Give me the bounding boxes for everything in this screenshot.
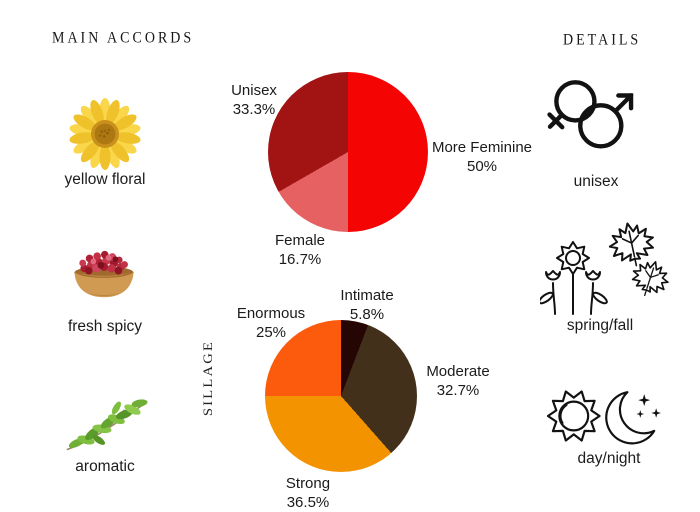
sillage-axis-label: SILLAGE (200, 339, 215, 417)
accord-label-aromatic: aromatic (75, 458, 135, 475)
sunflower-photo (69, 98, 141, 170)
flowers-leaves-icon (540, 222, 669, 315)
slice-name: More Feminine (431, 139, 533, 156)
details-title: DETAILS (563, 31, 642, 50)
sillage-slice-label-moderate: Moderate 32.7% (416, 362, 500, 400)
sillage-slice-label-intimate: Intimate 5.8% (327, 286, 407, 324)
detail-label-spring-fall: spring/fall (566, 317, 634, 334)
gender-pie-chart (268, 72, 428, 232)
gender-slice-label-female: Female 16.7% (258, 231, 342, 269)
slice-name: Intimate (340, 287, 394, 304)
slice-percent: 5.8% (349, 306, 385, 324)
slice-percent: 33.3% (232, 101, 276, 119)
slice-name: Strong (285, 475, 331, 492)
sillage-pie-chart (265, 320, 417, 472)
accord-label-fresh-spicy: fresh spicy (67, 318, 143, 335)
gender-slice-label-unisex: Unisex 33.3% (214, 81, 294, 119)
slice-percent: 50% (466, 158, 498, 176)
sillage-slice-label-strong: Strong 36.5% (266, 474, 350, 512)
herb-sprig-photo (66, 399, 148, 451)
slice-name: Moderate (426, 363, 490, 380)
detail-label-unisex: unisex (573, 173, 619, 190)
slice-percent: 36.5% (286, 494, 330, 512)
fragrance-infographic: MAIN ACCORDS DETAILS (52, 29, 669, 512)
main-accords-title: MAIN ACCORDS (52, 29, 195, 48)
sun-moon-icon (546, 390, 661, 445)
berries-bowl-photo (74, 250, 134, 298)
slice-percent: 16.7% (278, 251, 322, 269)
slice-percent: 25% (255, 324, 287, 342)
gender-slice-label-more-feminine: More Feminine 50% (430, 138, 534, 176)
slice-name: Unisex (231, 82, 277, 99)
sillage-slice-label-enormous: Enormous 25% (231, 304, 311, 342)
slice-name: Enormous (236, 305, 306, 322)
accord-label-yellow-floral: yellow floral (64, 171, 146, 188)
detail-label-day-night: day/night (577, 450, 641, 467)
gender-unisex-icon (547, 80, 634, 149)
slice-name: Female (274, 232, 326, 249)
slice-percent: 32.7% (436, 382, 480, 400)
